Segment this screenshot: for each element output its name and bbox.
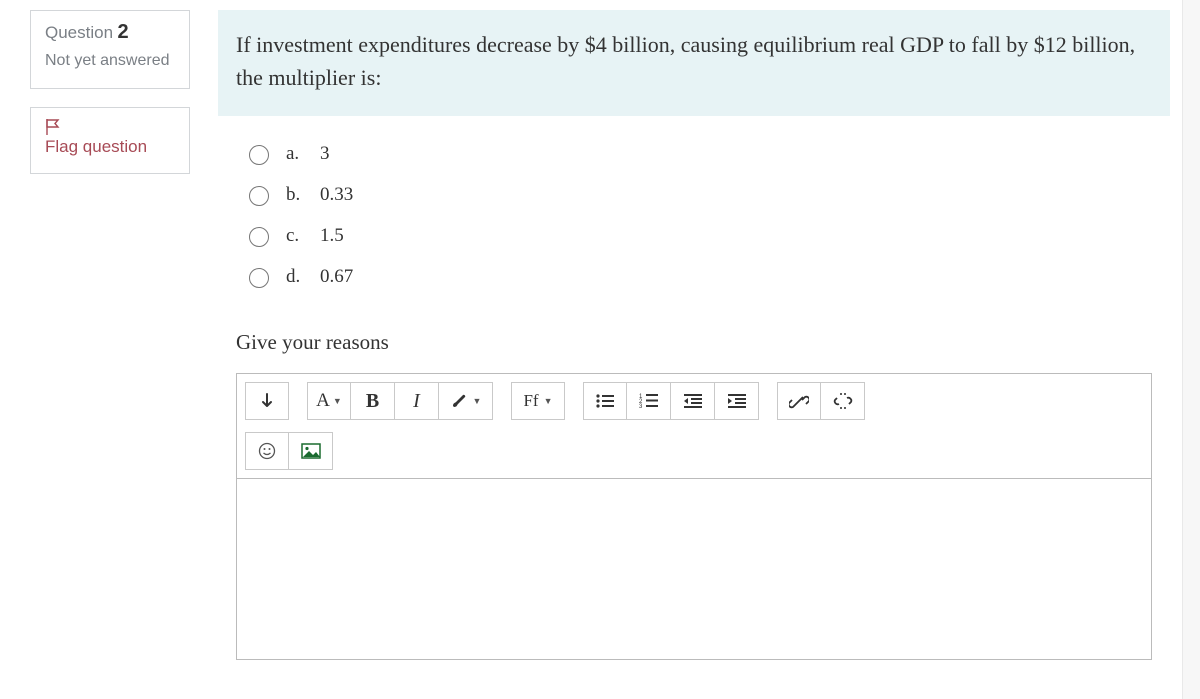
numbered-list-button[interactable]: 1 2 3	[627, 382, 671, 420]
scrollbar-track[interactable]	[1182, 0, 1200, 699]
font-family-button[interactable]: Ff▼	[511, 382, 565, 420]
answer-text: 0.67	[320, 266, 353, 288]
font-family-label: Ff	[523, 391, 538, 411]
link-button[interactable]	[777, 382, 821, 420]
editor-toolbar: A▼ B I ▼	[237, 374, 1151, 479]
answer-radio-c[interactable]	[249, 227, 269, 247]
bullet-list-button[interactable]	[583, 382, 627, 420]
rich-text-editor: A▼ B I ▼	[236, 373, 1152, 660]
question-label: Question	[45, 23, 113, 42]
question-status: Not yet answered	[45, 50, 175, 72]
question-text: If investment expenditures decrease by $…	[218, 10, 1170, 116]
svg-text:3: 3	[639, 404, 643, 409]
bold-button[interactable]: B	[351, 382, 395, 420]
indent-button[interactable]	[715, 382, 759, 420]
font-style-button[interactable]: A▼	[307, 382, 351, 420]
answer-letter: c.	[286, 225, 306, 247]
unlink-button[interactable]	[821, 382, 865, 420]
answer-option-b[interactable]: b. 0.33	[244, 183, 1160, 206]
image-icon	[301, 443, 321, 459]
outdent-icon	[683, 393, 703, 409]
font-style-label: A	[316, 390, 330, 412]
question-info-panel: Question 2 Not yet answered	[30, 10, 190, 89]
answer-options: a. 3 b. 0.33 c. 1.5 d. 0.67	[218, 116, 1170, 312]
answer-radio-b[interactable]	[249, 186, 269, 206]
italic-label: I	[413, 390, 420, 413]
text-color-button[interactable]: ▼	[439, 382, 493, 420]
answer-text: 1.5	[320, 225, 344, 247]
expand-down-icon	[259, 392, 275, 410]
editor-textarea[interactable]	[237, 479, 1151, 659]
italic-button[interactable]: I	[395, 382, 439, 420]
bullet-list-icon	[595, 393, 615, 409]
answer-option-c[interactable]: c. 1.5	[244, 224, 1160, 247]
outdent-button[interactable]	[671, 382, 715, 420]
brush-icon	[450, 392, 470, 410]
flag-icon	[45, 118, 61, 136]
answer-radio-d[interactable]	[249, 268, 269, 288]
emoji-button[interactable]	[245, 432, 289, 470]
bold-label: B	[366, 390, 379, 413]
answer-letter: a.	[286, 143, 306, 165]
reasons-label: Give your reasons	[218, 312, 1170, 367]
indent-icon	[727, 393, 747, 409]
answer-option-d[interactable]: d. 0.67	[244, 265, 1160, 288]
flag-question-text: Flag question	[45, 137, 147, 156]
answer-text: 3	[320, 143, 330, 165]
link-icon	[789, 392, 809, 410]
answer-text: 0.33	[320, 184, 353, 206]
smiley-icon	[258, 442, 276, 460]
question-number: 2	[118, 21, 129, 43]
image-button[interactable]	[289, 432, 333, 470]
unlink-icon	[833, 392, 853, 410]
toolbar-toggle-button[interactable]	[245, 382, 289, 420]
answer-radio-a[interactable]	[249, 145, 269, 165]
answer-letter: d.	[286, 266, 306, 288]
answer-option-a[interactable]: a. 3	[244, 142, 1160, 165]
flag-question-link[interactable]: Flag question	[45, 118, 175, 159]
answer-letter: b.	[286, 184, 306, 206]
flag-panel: Flag question	[30, 107, 190, 174]
numbered-list-icon: 1 2 3	[639, 393, 659, 409]
